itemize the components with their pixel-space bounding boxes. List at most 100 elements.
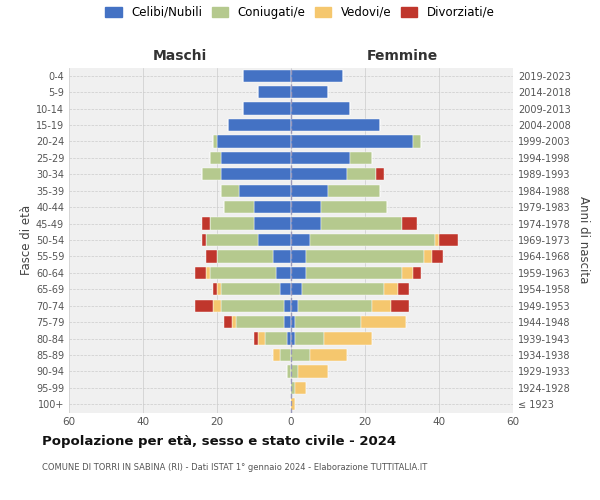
Bar: [258, 332, 265, 344]
Bar: [291, 201, 320, 213]
Bar: [295, 332, 325, 344]
Y-axis label: Fasce di età: Fasce di età: [20, 205, 33, 275]
Bar: [272, 250, 291, 262]
Bar: [291, 250, 306, 262]
Bar: [214, 136, 217, 147]
Bar: [361, 316, 406, 328]
Bar: [221, 152, 291, 164]
Bar: [413, 266, 421, 279]
Bar: [254, 201, 291, 213]
Bar: [291, 382, 295, 394]
Text: Popolazione per età, sesso e stato civile - 2024: Popolazione per età, sesso e stato civil…: [42, 435, 396, 448]
Bar: [221, 283, 280, 296]
Bar: [306, 250, 424, 262]
Bar: [221, 184, 239, 197]
Bar: [195, 300, 214, 312]
Bar: [291, 136, 413, 147]
Bar: [306, 266, 402, 279]
Bar: [298, 366, 328, 378]
Bar: [291, 86, 328, 99]
Bar: [291, 300, 298, 312]
Bar: [243, 70, 291, 82]
Bar: [295, 382, 306, 394]
Bar: [214, 300, 221, 312]
Bar: [232, 316, 235, 328]
Bar: [202, 218, 209, 230]
Bar: [302, 283, 383, 296]
Bar: [291, 102, 350, 115]
Bar: [209, 266, 276, 279]
Bar: [276, 266, 291, 279]
Text: Maschi: Maschi: [153, 48, 207, 62]
Bar: [209, 152, 221, 164]
Bar: [298, 300, 373, 312]
Bar: [291, 234, 310, 246]
Bar: [291, 119, 380, 131]
Bar: [202, 234, 206, 246]
Y-axis label: Anni di nascita: Anni di nascita: [577, 196, 590, 284]
Bar: [431, 250, 443, 262]
Bar: [236, 316, 284, 328]
Bar: [258, 86, 291, 99]
Bar: [214, 283, 217, 296]
Bar: [291, 218, 320, 230]
Bar: [402, 218, 417, 230]
Bar: [272, 349, 280, 361]
Bar: [291, 168, 347, 180]
Bar: [254, 332, 258, 344]
Bar: [347, 168, 376, 180]
Bar: [325, 332, 373, 344]
Bar: [265, 332, 287, 344]
Bar: [320, 201, 387, 213]
Bar: [224, 316, 232, 328]
Bar: [350, 152, 373, 164]
Bar: [221, 300, 284, 312]
Bar: [280, 349, 291, 361]
Bar: [284, 316, 291, 328]
Bar: [202, 168, 221, 180]
Bar: [413, 136, 421, 147]
Bar: [295, 316, 361, 328]
Bar: [291, 316, 295, 328]
Bar: [424, 250, 431, 262]
Bar: [217, 136, 291, 147]
Bar: [254, 218, 291, 230]
Bar: [224, 201, 254, 213]
Bar: [284, 300, 291, 312]
Bar: [291, 332, 295, 344]
Bar: [320, 218, 402, 230]
Bar: [376, 168, 383, 180]
Bar: [258, 234, 291, 246]
Bar: [391, 300, 409, 312]
Bar: [435, 234, 439, 246]
Bar: [310, 234, 436, 246]
Bar: [291, 283, 302, 296]
Bar: [291, 366, 298, 378]
Bar: [228, 119, 291, 131]
Bar: [439, 234, 458, 246]
Bar: [206, 250, 217, 262]
Bar: [209, 218, 254, 230]
Text: COMUNE DI TORRI IN SABINA (RI) - Dati ISTAT 1° gennaio 2024 - Elaborazione TUTTI: COMUNE DI TORRI IN SABINA (RI) - Dati IS…: [42, 462, 427, 471]
Bar: [291, 398, 295, 410]
Bar: [373, 300, 391, 312]
Bar: [291, 266, 306, 279]
Bar: [206, 234, 258, 246]
Legend: Celibi/Nubili, Coniugati/e, Vedovi/e, Divorziati/e: Celibi/Nubili, Coniugati/e, Vedovi/e, Di…: [105, 6, 495, 19]
Bar: [402, 266, 413, 279]
Bar: [195, 266, 206, 279]
Bar: [310, 349, 347, 361]
Bar: [383, 283, 398, 296]
Bar: [291, 184, 328, 197]
Bar: [239, 184, 291, 197]
Bar: [291, 152, 350, 164]
Bar: [217, 250, 272, 262]
Bar: [287, 366, 291, 378]
Bar: [287, 332, 291, 344]
Bar: [328, 184, 380, 197]
Text: Femmine: Femmine: [367, 48, 437, 62]
Bar: [243, 102, 291, 115]
Bar: [398, 283, 409, 296]
Bar: [291, 349, 310, 361]
Bar: [206, 266, 209, 279]
